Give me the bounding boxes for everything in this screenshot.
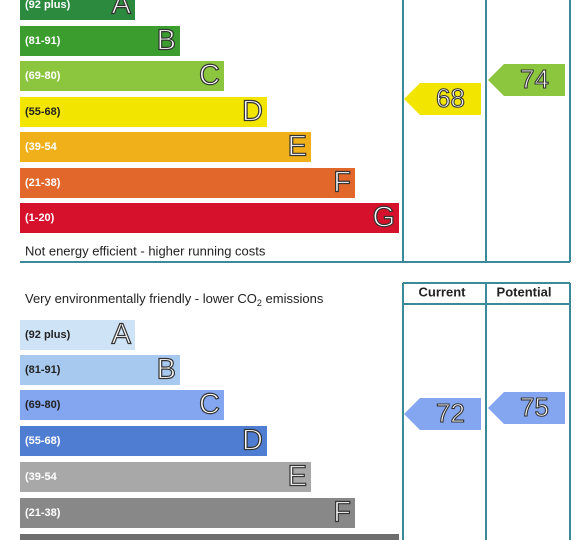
band-g: [20, 534, 399, 540]
band-range: (92 plus): [25, 0, 71, 11]
band: [20, 203, 399, 233]
rating-value: 75: [520, 392, 549, 422]
band-range: (39-54: [25, 141, 58, 153]
band-letter: A: [112, 0, 132, 21]
band-range: (55-68): [25, 106, 61, 118]
band-range: (69-80): [25, 399, 61, 411]
band: [20, 462, 311, 492]
band: [20, 97, 267, 127]
rating-value: 68: [436, 83, 465, 113]
band-letter: A: [112, 319, 132, 351]
band-letter: C: [199, 389, 220, 421]
rating-value: 74: [520, 64, 549, 94]
rating-arrow: [488, 64, 565, 96]
band-letter: E: [288, 461, 307, 493]
rating-arrow: [404, 83, 481, 115]
band-letter: C: [199, 60, 220, 92]
band-range: (92 plus): [25, 329, 71, 341]
header-note: Very environmentally friendly - lower CO…: [25, 291, 324, 308]
band: [20, 0, 135, 20]
band-range: (69-80): [25, 70, 61, 82]
header-suffix: emissions: [262, 291, 324, 306]
band-letter: F: [333, 497, 351, 529]
column-header: Potential: [497, 284, 552, 299]
band-letter: B: [157, 354, 176, 386]
band-letter: F: [333, 167, 351, 199]
band: [20, 390, 224, 420]
band-range: (1-20): [25, 212, 55, 224]
rating-value: 72: [436, 398, 465, 428]
band-range: (55-68): [25, 435, 61, 447]
band-range: (39-54: [25, 471, 58, 483]
band: [20, 355, 180, 385]
band: [20, 426, 267, 456]
band: [20, 498, 355, 528]
band: [20, 26, 180, 56]
band-range: (21-38): [25, 177, 61, 189]
band-range: (21-38): [25, 507, 61, 519]
band-range: (81-91): [25, 364, 61, 376]
rating-arrow: [488, 392, 565, 424]
band-letter: D: [242, 96, 263, 128]
band-range: (81-91): [25, 35, 61, 47]
band-letter: G: [372, 202, 395, 234]
rating-arrow: [404, 398, 481, 430]
column-header: Current: [419, 284, 467, 299]
band-letter: E: [288, 131, 307, 163]
header-subscript: 2: [257, 298, 262, 308]
band: [20, 320, 135, 350]
band-letter: D: [242, 425, 263, 457]
band: [20, 132, 311, 162]
footer-note: Not energy efficient - higher running co…: [25, 243, 266, 258]
band-letter: B: [157, 25, 176, 57]
band: [20, 168, 355, 198]
header-text: Very environmentally friendly - lower CO: [25, 291, 257, 306]
band: [20, 61, 224, 91]
